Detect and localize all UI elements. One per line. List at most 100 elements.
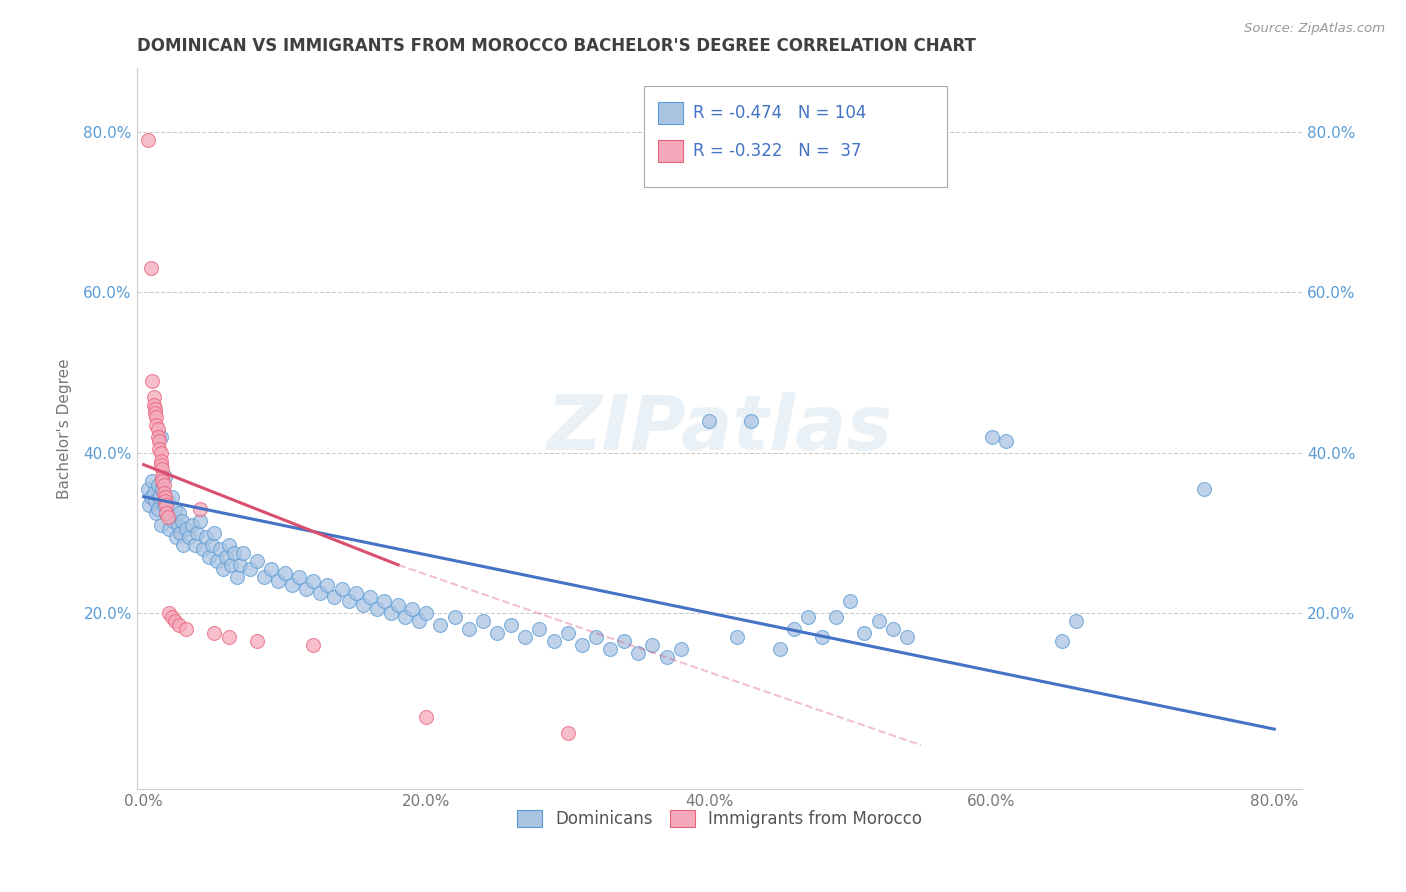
Point xyxy=(309,586,332,600)
Point xyxy=(180,517,202,532)
Point xyxy=(149,429,172,443)
Point xyxy=(811,630,834,644)
Point xyxy=(188,514,211,528)
Point xyxy=(352,598,374,612)
Point xyxy=(148,490,170,504)
Point xyxy=(543,634,565,648)
Point xyxy=(994,434,1017,448)
Point xyxy=(202,626,225,640)
Point xyxy=(149,458,172,472)
Point xyxy=(515,630,537,644)
Point xyxy=(146,501,169,516)
Point xyxy=(157,606,180,620)
Point xyxy=(226,570,249,584)
Point xyxy=(149,517,172,532)
Point xyxy=(141,374,163,388)
Point xyxy=(471,614,494,628)
Point xyxy=(457,622,479,636)
Point xyxy=(153,493,176,508)
Point xyxy=(797,610,820,624)
Point xyxy=(146,477,169,491)
Point xyxy=(229,558,252,572)
Point xyxy=(188,501,211,516)
Point xyxy=(224,546,246,560)
Point xyxy=(202,525,225,540)
Point xyxy=(401,602,423,616)
Point xyxy=(783,622,806,636)
Point xyxy=(152,477,174,491)
Point xyxy=(149,445,172,459)
Point xyxy=(415,606,437,620)
Point xyxy=(697,414,720,428)
Point xyxy=(380,606,402,620)
Point xyxy=(152,485,174,500)
Point xyxy=(599,642,621,657)
Point xyxy=(174,622,197,636)
Point xyxy=(344,586,367,600)
Point xyxy=(167,506,190,520)
Point xyxy=(585,630,607,644)
Point xyxy=(501,618,523,632)
Point xyxy=(174,522,197,536)
Point xyxy=(143,401,166,416)
Point xyxy=(1192,482,1215,496)
Point xyxy=(183,538,205,552)
Point xyxy=(613,634,636,648)
Point xyxy=(167,618,190,632)
FancyBboxPatch shape xyxy=(658,140,683,161)
Point xyxy=(136,482,159,496)
Point xyxy=(218,538,240,552)
FancyBboxPatch shape xyxy=(658,102,683,123)
Point xyxy=(138,498,160,512)
Point xyxy=(896,630,918,644)
Point xyxy=(194,530,217,544)
Legend: Dominicans, Immigrants from Morocco: Dominicans, Immigrants from Morocco xyxy=(510,804,928,835)
Point xyxy=(155,506,177,520)
Point xyxy=(295,582,318,596)
Point xyxy=(149,453,172,467)
Point xyxy=(669,642,692,657)
Point xyxy=(239,562,262,576)
Point xyxy=(330,582,353,596)
Point xyxy=(159,509,181,524)
Text: R = -0.474   N = 104: R = -0.474 N = 104 xyxy=(693,103,866,121)
Point xyxy=(157,522,180,536)
Point xyxy=(267,574,290,588)
FancyBboxPatch shape xyxy=(644,86,946,187)
Point xyxy=(170,514,193,528)
Point xyxy=(186,525,208,540)
Point xyxy=(165,530,187,544)
Point xyxy=(166,517,188,532)
Point xyxy=(415,710,437,724)
Point xyxy=(215,549,238,564)
Point xyxy=(429,618,451,632)
Point xyxy=(177,530,200,544)
Point xyxy=(359,590,381,604)
Point xyxy=(163,501,186,516)
Text: R = -0.322   N =  37: R = -0.322 N = 37 xyxy=(693,142,862,160)
Point xyxy=(145,409,167,424)
Point xyxy=(882,622,904,636)
Point xyxy=(323,590,346,604)
Point xyxy=(571,638,593,652)
Point xyxy=(316,578,339,592)
Point xyxy=(655,650,678,665)
Point xyxy=(162,514,184,528)
Point xyxy=(150,482,173,496)
Point xyxy=(197,549,219,564)
Point xyxy=(980,429,1002,443)
Point xyxy=(148,442,170,456)
Point xyxy=(557,726,579,740)
Point xyxy=(143,493,166,508)
Point xyxy=(281,578,304,592)
Point xyxy=(160,490,183,504)
Point xyxy=(155,498,177,512)
Point xyxy=(153,490,176,504)
Point xyxy=(1066,614,1088,628)
Point xyxy=(394,610,416,624)
Point xyxy=(156,509,179,524)
Point xyxy=(150,461,173,475)
Point xyxy=(825,610,848,624)
Point xyxy=(366,602,388,616)
Point xyxy=(253,570,276,584)
